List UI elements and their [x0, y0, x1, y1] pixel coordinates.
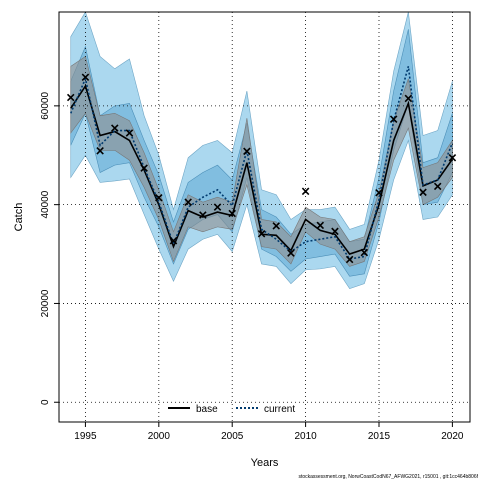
y-tick-label: 40000	[40, 190, 51, 218]
base-band	[70, 55, 453, 267]
observed-point	[448, 153, 457, 162]
observed-point	[81, 73, 90, 81]
footnote: stockassessment.org, NorwCoastCodN67_AFW…	[298, 474, 478, 480]
legend: base current	[168, 404, 295, 415]
x-tick-label: 2010	[294, 431, 317, 442]
x-tick-label: 1995	[74, 431, 97, 442]
observed-point	[257, 230, 266, 238]
y-tick-label: 20000	[40, 289, 51, 317]
observed-point	[213, 203, 222, 211]
series-line-current	[70, 66, 454, 260]
observed-point	[301, 187, 310, 196]
y-axis: 0 20000 40000 60000	[40, 92, 59, 405]
x-tick-label: 2000	[148, 431, 171, 442]
observed-point	[155, 193, 163, 202]
observed-point	[360, 248, 369, 257]
observed-point	[243, 147, 251, 156]
observed-point	[419, 188, 427, 197]
observed-point	[389, 115, 398, 123]
observed-point	[184, 198, 192, 206]
observed-point	[140, 164, 148, 172]
observed-point	[433, 182, 442, 191]
x-axis: 1995 2000 2005 2010 2015 2020	[74, 422, 464, 442]
observed-point	[375, 189, 383, 197]
observed-markers	[66, 73, 457, 264]
x-tick-label: 2005	[221, 431, 244, 442]
x-tick-label: 2020	[441, 431, 464, 442]
confidence-bands	[70, 11, 453, 289]
observed-point	[66, 93, 75, 102]
y-tick-label: 60000	[40, 92, 51, 120]
observed-point	[316, 221, 325, 230]
y-axis-title: Catch	[13, 203, 25, 232]
observed-point	[199, 211, 207, 219]
observed-point	[228, 209, 236, 218]
observed-point	[111, 124, 119, 132]
observed-point	[169, 236, 178, 245]
observed-point	[404, 94, 413, 103]
legend-current-label: current	[264, 404, 295, 415]
plot-frame	[58, 11, 471, 423]
observed-point	[331, 227, 339, 236]
observed-point	[125, 129, 134, 137]
legend-base-label: base	[196, 404, 218, 415]
observed-point	[287, 249, 295, 257]
x-tick-label: 2015	[368, 431, 391, 442]
observed-point	[345, 255, 354, 264]
observed-point	[272, 222, 281, 230]
observed-point	[96, 147, 104, 155]
x-axis-title: Years	[251, 457, 279, 469]
y-tick-label: 0	[40, 399, 51, 405]
